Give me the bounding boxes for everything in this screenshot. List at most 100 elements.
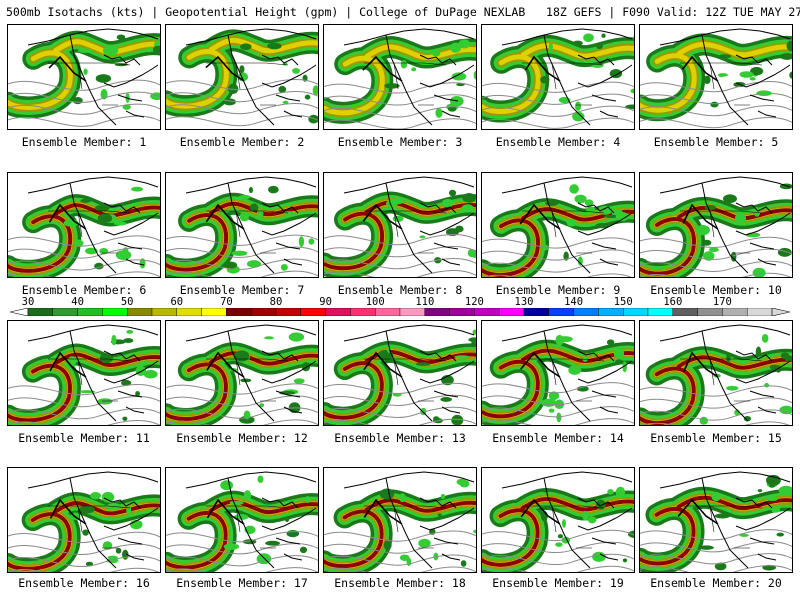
isotach-blob: [437, 513, 442, 517]
colorbar-swatch: [275, 308, 301, 316]
colorbar-swatch: [474, 308, 500, 316]
jet-stream-band: [324, 200, 476, 271]
coastline: [185, 471, 317, 569]
coastline: [185, 28, 317, 126]
isotach-blob: [238, 194, 251, 200]
isotach-blob: [243, 490, 252, 501]
trough-line: [205, 203, 245, 230]
ensemble-member-label: Ensemble Member: 3: [337, 135, 463, 149]
isotach-blob: [123, 338, 134, 344]
trough-line: [205, 55, 245, 82]
height-contour: [166, 383, 318, 395]
height-contour: [324, 106, 476, 118]
coastline: [501, 471, 633, 569]
height-contour: [640, 553, 792, 565]
political-border: [522, 62, 605, 106]
jet-stream-band: [482, 43, 634, 114]
height-contour: [324, 118, 476, 129]
isotach-blob: [467, 248, 476, 258]
isotach-blob: [223, 261, 238, 269]
isotach-blob: [441, 198, 454, 208]
isotach-blob: [143, 370, 158, 379]
isotach-blob: [115, 547, 122, 554]
isotach-blob: [592, 551, 606, 562]
colorbar-swatch: [300, 308, 326, 316]
isotach-blob: [419, 235, 426, 239]
ensemble-member-map: [481, 320, 635, 426]
jet-stream-band: [640, 205, 792, 276]
isotach-blob: [122, 416, 128, 421]
height-contour: [8, 115, 160, 127]
political-border: [522, 210, 605, 254]
map-canvas: [166, 324, 318, 425]
isotach-blob: [714, 562, 727, 571]
map-canvas: [166, 176, 318, 277]
isotach-blob: [734, 213, 747, 224]
map-canvas: [324, 28, 476, 129]
colorbar-swatch: [77, 308, 103, 316]
height-contour: [166, 102, 318, 115]
isotach-blob: [766, 497, 778, 501]
isotach-blob: [90, 492, 102, 500]
ensemble-member-label: Ensemble Member: 14: [492, 431, 624, 445]
political-border: [364, 62, 447, 106]
isotach-blob: [456, 75, 463, 80]
isotach-blob: [726, 385, 739, 391]
isotach-blob: [710, 101, 719, 108]
isotach-blob: [574, 194, 587, 204]
colorbar-swatch: [722, 308, 748, 316]
ensemble-member-label: Ensemble Member: 8: [337, 283, 463, 297]
isotach-blob: [591, 64, 604, 68]
height-contour: [640, 409, 792, 421]
isotach-blob: [703, 75, 711, 85]
height-contour: [166, 78, 318, 91]
isotach-blob: [299, 546, 308, 554]
height-contour: [640, 421, 790, 425]
colorbar-swatch: [399, 308, 425, 316]
isotach-blob: [703, 251, 715, 261]
height-contour: [640, 529, 792, 541]
isotach-blob: [461, 204, 474, 213]
isotach-blob: [575, 101, 582, 111]
isotach-blob: [94, 204, 110, 212]
isotach-blob: [761, 333, 769, 343]
height-contour: [8, 91, 160, 103]
trough-line: [681, 55, 719, 82]
isotach-blob: [708, 247, 719, 252]
isotach-blob: [431, 50, 441, 57]
height-contour: [324, 234, 476, 246]
height-contour: [8, 531, 160, 544]
colorbar-swatch: [747, 308, 773, 316]
height-contour: [8, 420, 160, 425]
isotach-blob: [557, 534, 564, 539]
isotach-blob: [293, 378, 305, 384]
ensemble-member-label: Ensemble Member: 1: [21, 135, 147, 149]
colorbar-tick-label: 100: [365, 296, 385, 308]
isotach-blob: [116, 34, 126, 40]
colorbar-swatch: [548, 308, 574, 316]
isotach-blob: [606, 339, 615, 346]
coastline: [501, 324, 633, 422]
trough-line: [363, 498, 403, 525]
isotach-blob: [462, 193, 476, 203]
height-contour: [482, 249, 634, 261]
ensemble-member-label: Ensemble Member: 18: [334, 576, 466, 590]
isotach-blob: [541, 488, 549, 493]
isotach-blob: [753, 206, 761, 217]
coastline: [27, 28, 159, 126]
isotach-blob: [789, 71, 792, 79]
isotach-blob: [285, 517, 290, 523]
height-contour: [640, 80, 792, 93]
isotach-blob: [292, 68, 300, 74]
isotach-blob: [587, 516, 597, 524]
colorbar-swatch: [623, 308, 649, 316]
isotach-blob: [548, 391, 560, 400]
isotach-blob: [139, 258, 146, 269]
colorbar-swatch: [523, 308, 549, 316]
isotach-blob: [695, 225, 710, 236]
height-contour: [640, 272, 792, 277]
isotach-blob: [388, 198, 405, 205]
political-border: [206, 358, 289, 402]
isotach-blob: [561, 519, 567, 528]
political-border: [522, 358, 605, 402]
